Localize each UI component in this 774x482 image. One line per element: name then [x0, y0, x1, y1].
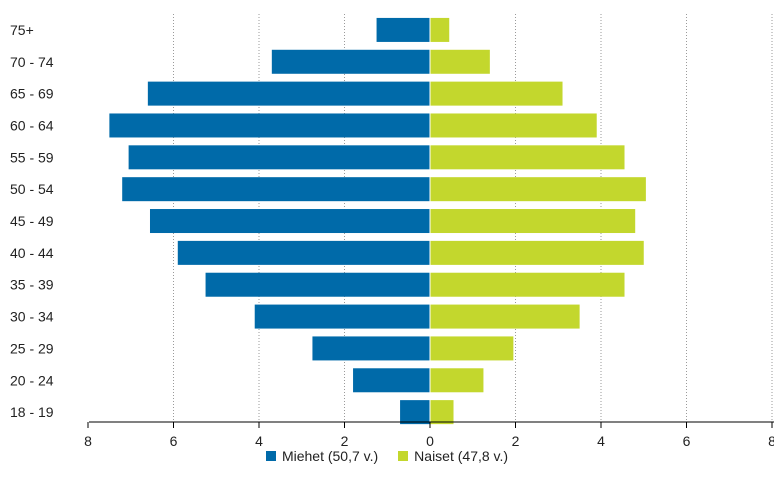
bar-naiset: [430, 17, 450, 42]
x-tick-label: 6: [683, 433, 691, 449]
bar-miehet: [205, 272, 430, 297]
bar-naiset: [430, 49, 490, 74]
y-axis-labels: 18 - 19 20 - 24 25 - 29 30 - 34 35 - 39 40 - …: [10, 22, 54, 420]
bar-miehet: [271, 49, 430, 74]
x-tick-label: 8: [84, 433, 92, 449]
bar-naiset: [430, 209, 636, 234]
bar-naiset: [430, 336, 514, 361]
bar-naiset: [430, 145, 625, 170]
y-tick-label: 75+: [10, 22, 34, 38]
bar-miehet: [353, 368, 430, 393]
bar-naiset: [430, 368, 484, 393]
bar-naiset: [430, 400, 454, 425]
y-tick-label: 60 - 64: [10, 117, 54, 133]
legend-swatch-naiset: [398, 451, 409, 461]
legend-swatch-miehet: [265, 451, 276, 461]
bar-miehet: [400, 400, 430, 425]
legend-item-miehet: Miehet (50,7 v.): [265, 448, 379, 464]
x-tick-label: 8: [768, 433, 774, 449]
bar-miehet: [312, 336, 430, 361]
bar-naiset: [430, 240, 644, 265]
y-tick-label: 55 - 59: [10, 149, 54, 165]
legend-item-naiset: Naiset (47,8 v.): [398, 448, 508, 464]
bar-miehet: [122, 177, 430, 202]
y-tick-label: 65 - 69: [10, 86, 54, 102]
x-tick-label: 6: [170, 433, 178, 449]
y-tick-label: 20 - 24: [10, 372, 54, 388]
y-tick-label: 40 - 44: [10, 245, 54, 261]
bars: [109, 14, 646, 425]
bar-miehet: [109, 113, 430, 138]
y-tick-label: 35 - 39: [10, 277, 54, 293]
bar-miehet: [177, 240, 430, 265]
bar-naiset: [430, 113, 597, 138]
y-tick-label: 45 - 49: [10, 213, 54, 229]
y-tick-label: 30 - 34: [10, 309, 54, 325]
x-tick-label: 2: [341, 433, 349, 449]
x-axis-ticks: 8 6 4 2 0 2 4 6 8: [84, 422, 774, 449]
x-tick-label: 4: [255, 433, 263, 449]
bar-naiset: [430, 177, 646, 202]
bar-naiset: [430, 272, 625, 297]
bar-miehet: [128, 145, 431, 170]
legend-label-miehet: Miehet (50,7 v.): [281, 448, 379, 464]
bar-naiset: [430, 304, 580, 329]
legend-label-naiset: Naiset (47,8 v.): [414, 448, 509, 464]
y-tick-label: 18 - 19: [10, 404, 54, 420]
bar-miehet: [149, 209, 431, 234]
y-tick-label: 25 - 29: [10, 340, 54, 356]
y-tick-label: 50 - 54: [10, 181, 54, 197]
bar-miehet: [254, 304, 430, 329]
y-tick-label: 70 - 74: [10, 54, 54, 70]
x-tick-label: 4: [597, 433, 605, 449]
bar-naiset: [430, 81, 563, 106]
x-tick-label: 2: [512, 433, 520, 449]
bar-miehet: [147, 81, 430, 106]
legend: Miehet (50,7 v.) Naiset (47,8 v.): [0, 448, 774, 464]
x-tick-label: 0: [426, 433, 434, 449]
bar-miehet: [376, 17, 430, 42]
